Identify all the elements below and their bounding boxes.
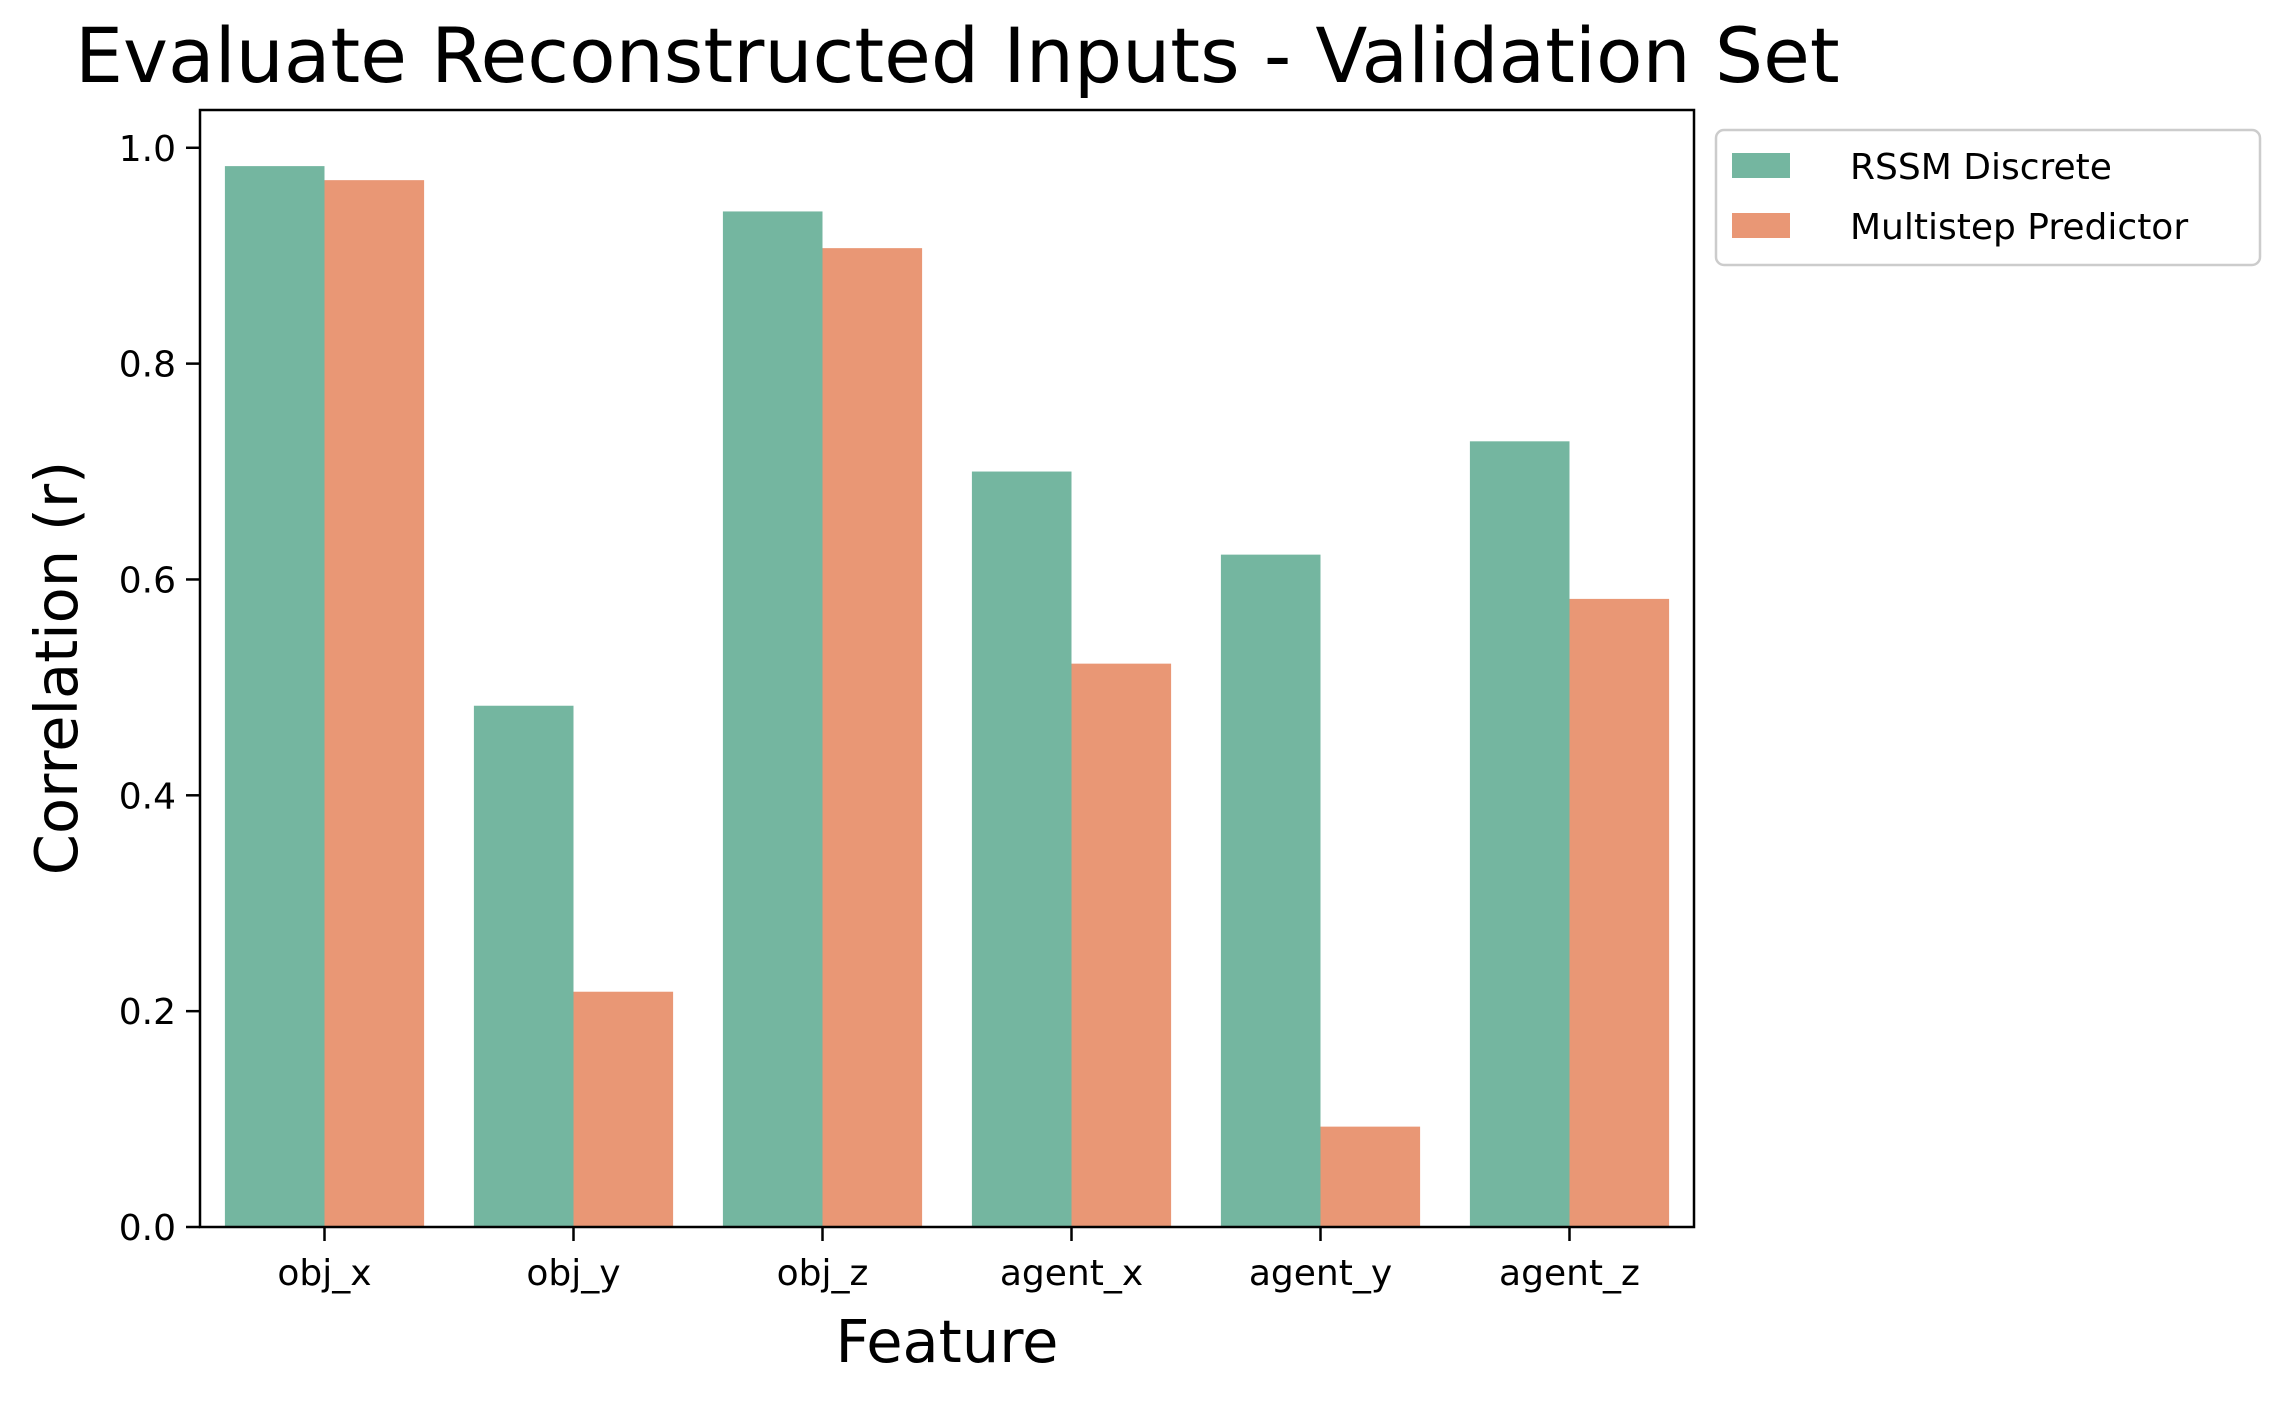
bar-agent-y-rssm-discrete <box>1220 554 1321 1227</box>
bar-obj-x-rssm-discrete <box>224 166 325 1227</box>
legend-swatch-multistep-predictor <box>1732 213 1790 238</box>
y-tick-label: 0.6 <box>119 560 176 601</box>
legend-label-rssm-discrete: RSSM Discrete <box>1850 147 2112 188</box>
legend: RSSM Discrete Multistep Predictor <box>1714 128 2262 267</box>
legend-label-multistep-predictor: Multistep Predictor <box>1850 207 2188 248</box>
bar-agent-z-rssm-discrete <box>1469 441 1570 1227</box>
y-axis-label: Correlation (r) <box>22 461 91 875</box>
y-tick-label: 0.4 <box>119 776 176 817</box>
y-tick-label: 0.8 <box>119 345 176 386</box>
x-tick-label-agent-z: agent_z <box>1499 1253 1640 1294</box>
x-tick-label-obj-z: obj_z <box>777 1253 869 1294</box>
x-tick-label-agent-y: agent_y <box>1249 1253 1392 1294</box>
bar-obj-z-multistep-predictor <box>822 248 923 1228</box>
x-axis-label: Feature <box>836 1307 1059 1376</box>
x-tick-label-agent-x: agent_x <box>1000 1253 1143 1294</box>
bars-layer <box>224 166 1670 1228</box>
y-tick-label: 1.0 <box>119 129 176 170</box>
bar-obj-y-multistep-predictor <box>573 991 674 1227</box>
bar-obj-x-multistep-predictor <box>324 180 425 1227</box>
legend-swatch-rssm-discrete <box>1732 153 1790 178</box>
x-axis: obj_x obj_y obj_z agent_x agent_y agent_z <box>277 1227 1640 1294</box>
plot-frame <box>198 108 1696 1229</box>
x-tick-label-obj-y: obj_y <box>526 1253 620 1294</box>
y-tick-label: 0.0 <box>119 1208 176 1249</box>
bar-agent-y-multistep-predictor <box>1320 1126 1421 1227</box>
y-axis: 0.0 0.2 0.4 0.6 0.8 1.0 <box>119 129 200 1249</box>
chart-title: Evaluate Reconstructed Inputs - Validati… <box>75 11 1840 100</box>
bar-agent-x-multistep-predictor <box>1071 663 1172 1227</box>
legend-frame <box>1714 128 2262 267</box>
y-tick-label: 0.2 <box>119 992 176 1033</box>
bar-agent-x-rssm-discrete <box>971 471 1072 1227</box>
x-tick-label-obj-x: obj_x <box>277 1253 371 1294</box>
bar-obj-y-rssm-discrete <box>473 705 574 1227</box>
bar-agent-z-multistep-predictor <box>1569 598 1670 1227</box>
bar-obj-z-rssm-discrete <box>722 211 823 1228</box>
